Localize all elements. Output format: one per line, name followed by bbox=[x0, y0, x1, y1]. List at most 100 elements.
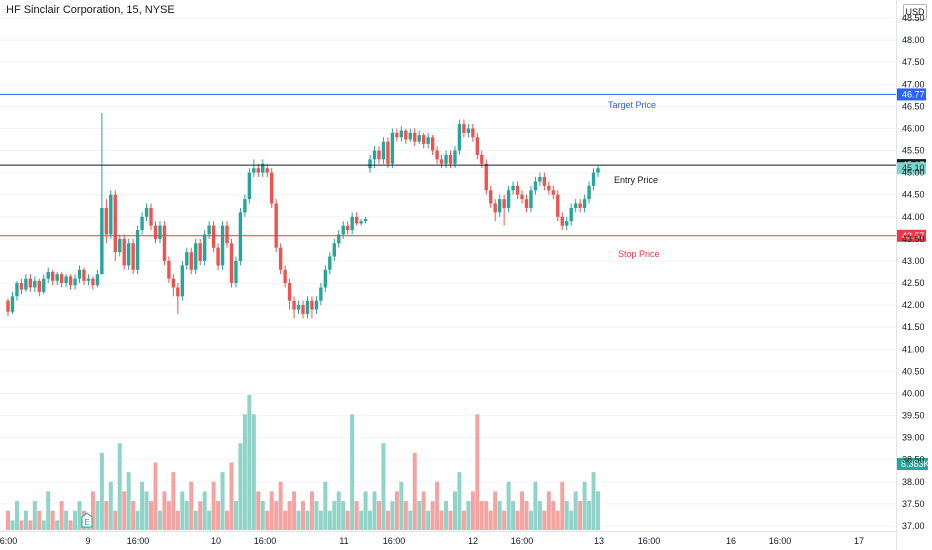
candle-body bbox=[33, 280, 37, 288]
volume-bar bbox=[323, 481, 328, 530]
volume-bar bbox=[542, 510, 547, 530]
candle-body bbox=[73, 278, 77, 286]
candle-body bbox=[176, 287, 180, 297]
candle-body bbox=[144, 207, 149, 217]
candle-body bbox=[502, 199, 506, 208]
candle-body bbox=[337, 234, 341, 244]
candle-body bbox=[524, 199, 529, 208]
volume-bar bbox=[533, 481, 538, 530]
volume-bar bbox=[233, 501, 238, 530]
volume-bar bbox=[41, 520, 46, 530]
volume-bar bbox=[108, 481, 113, 530]
candles bbox=[6, 112, 600, 319]
price-tick-label: 38.00 bbox=[902, 477, 925, 487]
time-axis[interactable]: 16:00 9 16:00 10 16:00 11 16:00 12 16:00 13 16:00 1… bbox=[0, 536, 864, 546]
volume-bar bbox=[506, 481, 511, 530]
price-tick-label: 43.50 bbox=[902, 234, 925, 244]
candle-body bbox=[328, 256, 332, 270]
price-tick-label: 42.50 bbox=[902, 278, 925, 288]
time-tick-label: 16:00 bbox=[127, 536, 150, 546]
volume-bar bbox=[515, 510, 520, 530]
volume-bar bbox=[131, 501, 136, 530]
volume-bar bbox=[220, 472, 225, 530]
candle-body bbox=[274, 203, 278, 248]
candle-body bbox=[319, 287, 323, 301]
price-tick-label: 47.50 bbox=[902, 57, 925, 67]
volume-bar bbox=[560, 481, 565, 530]
candle-body bbox=[453, 150, 457, 164]
candle-body bbox=[82, 269, 86, 281]
price-tick-label: 40.50 bbox=[902, 366, 925, 376]
last-price-badge bbox=[897, 162, 926, 175]
candle-body bbox=[582, 199, 587, 208]
level-badge bbox=[897, 88, 926, 101]
volume-bar bbox=[555, 510, 560, 530]
candle-body bbox=[457, 124, 462, 151]
volume-bar bbox=[216, 501, 221, 530]
candle-body bbox=[497, 199, 502, 213]
candle-body bbox=[475, 137, 480, 155]
volume-bar bbox=[260, 501, 265, 530]
volume-bar bbox=[99, 452, 104, 530]
price-tick-label: 48.50 bbox=[902, 13, 925, 23]
currency-label[interactable]: USD bbox=[903, 4, 927, 20]
candle-body bbox=[547, 185, 551, 191]
volume-bar bbox=[493, 491, 498, 530]
price-axis-separator bbox=[896, 0, 897, 550]
candle-body bbox=[426, 137, 430, 144]
time-tick-label: 16 bbox=[726, 536, 736, 546]
candle-body bbox=[529, 190, 533, 208]
volume-bar bbox=[403, 501, 408, 530]
candle-body bbox=[439, 159, 444, 164]
volume-bar bbox=[488, 510, 493, 530]
time-tick-label: 11 bbox=[339, 536, 348, 546]
volume-bar bbox=[587, 501, 592, 530]
volume-bar bbox=[551, 501, 556, 530]
candle-body bbox=[591, 172, 596, 186]
volume-bar bbox=[64, 510, 69, 530]
volume-bar bbox=[452, 491, 457, 530]
volume-bar bbox=[247, 395, 252, 530]
volume-bar bbox=[502, 510, 507, 530]
volume-bar bbox=[37, 510, 42, 530]
volume-bar bbox=[144, 491, 149, 530]
candle-body bbox=[180, 265, 185, 297]
volume-bar bbox=[305, 510, 310, 530]
volume-bar bbox=[251, 414, 256, 530]
candle-body bbox=[256, 168, 261, 173]
volume-bar bbox=[265, 510, 270, 530]
candle-body bbox=[135, 230, 140, 270]
candle-body bbox=[68, 276, 73, 286]
volume-bar bbox=[274, 501, 279, 530]
candle-body bbox=[104, 207, 109, 235]
candle-body bbox=[131, 243, 135, 270]
price-axis[interactable]: 48.50 48.00 47.50 47.00 46.50 46.00 45.50 45.00… bbox=[902, 13, 925, 531]
volume-bar bbox=[399, 481, 404, 530]
price-tick-label: 39.00 bbox=[902, 433, 925, 443]
price-tick-label: 46.50 bbox=[902, 101, 925, 111]
volume-bar bbox=[32, 501, 37, 530]
volume-bar bbox=[573, 491, 578, 530]
volume-bar bbox=[135, 510, 140, 530]
candle-body bbox=[55, 274, 59, 281]
volume-bar bbox=[162, 491, 167, 530]
volume-bar bbox=[157, 510, 162, 530]
volume-bar bbox=[189, 481, 194, 530]
earnings-marker[interactable]: E bbox=[81, 512, 93, 528]
candle-body bbox=[533, 181, 538, 191]
volume-bar bbox=[421, 491, 426, 530]
candle-body bbox=[435, 150, 439, 160]
candle-body bbox=[189, 252, 193, 270]
candle-body bbox=[37, 280, 41, 292]
candle-body bbox=[202, 234, 207, 261]
candle-body bbox=[247, 172, 252, 200]
candle-body bbox=[480, 154, 484, 164]
candle-body bbox=[243, 199, 247, 213]
candle-body bbox=[493, 203, 497, 213]
candle-body bbox=[466, 128, 471, 133]
candle-body bbox=[211, 225, 216, 248]
candle-body bbox=[91, 278, 95, 286]
volume-bar bbox=[153, 462, 158, 530]
